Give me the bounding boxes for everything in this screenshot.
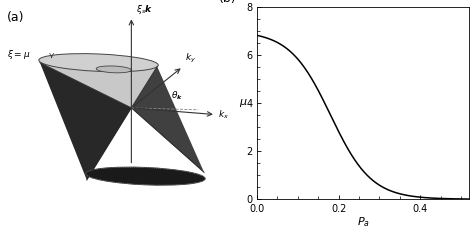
X-axis label: $P_a$: $P_a$ xyxy=(357,215,370,229)
Ellipse shape xyxy=(96,66,131,73)
Text: (b): (b) xyxy=(219,0,237,5)
Text: $\xi = \mu$: $\xi = \mu$ xyxy=(7,49,30,61)
Y-axis label: $\mu$: $\mu$ xyxy=(239,97,247,109)
Text: $k_x$: $k_x$ xyxy=(218,108,229,121)
Text: $\theta_{\boldsymbol{k}}$: $\theta_{\boldsymbol{k}}$ xyxy=(171,89,183,102)
Text: (a): (a) xyxy=(7,11,25,24)
Text: $k_y$: $k_y$ xyxy=(185,52,196,65)
Polygon shape xyxy=(131,66,204,172)
Polygon shape xyxy=(40,63,157,108)
Text: $\xi_s\boldsymbol{k}$: $\xi_s\boldsymbol{k}$ xyxy=(136,3,153,16)
Ellipse shape xyxy=(86,167,205,185)
Ellipse shape xyxy=(39,54,158,72)
Polygon shape xyxy=(40,63,131,180)
